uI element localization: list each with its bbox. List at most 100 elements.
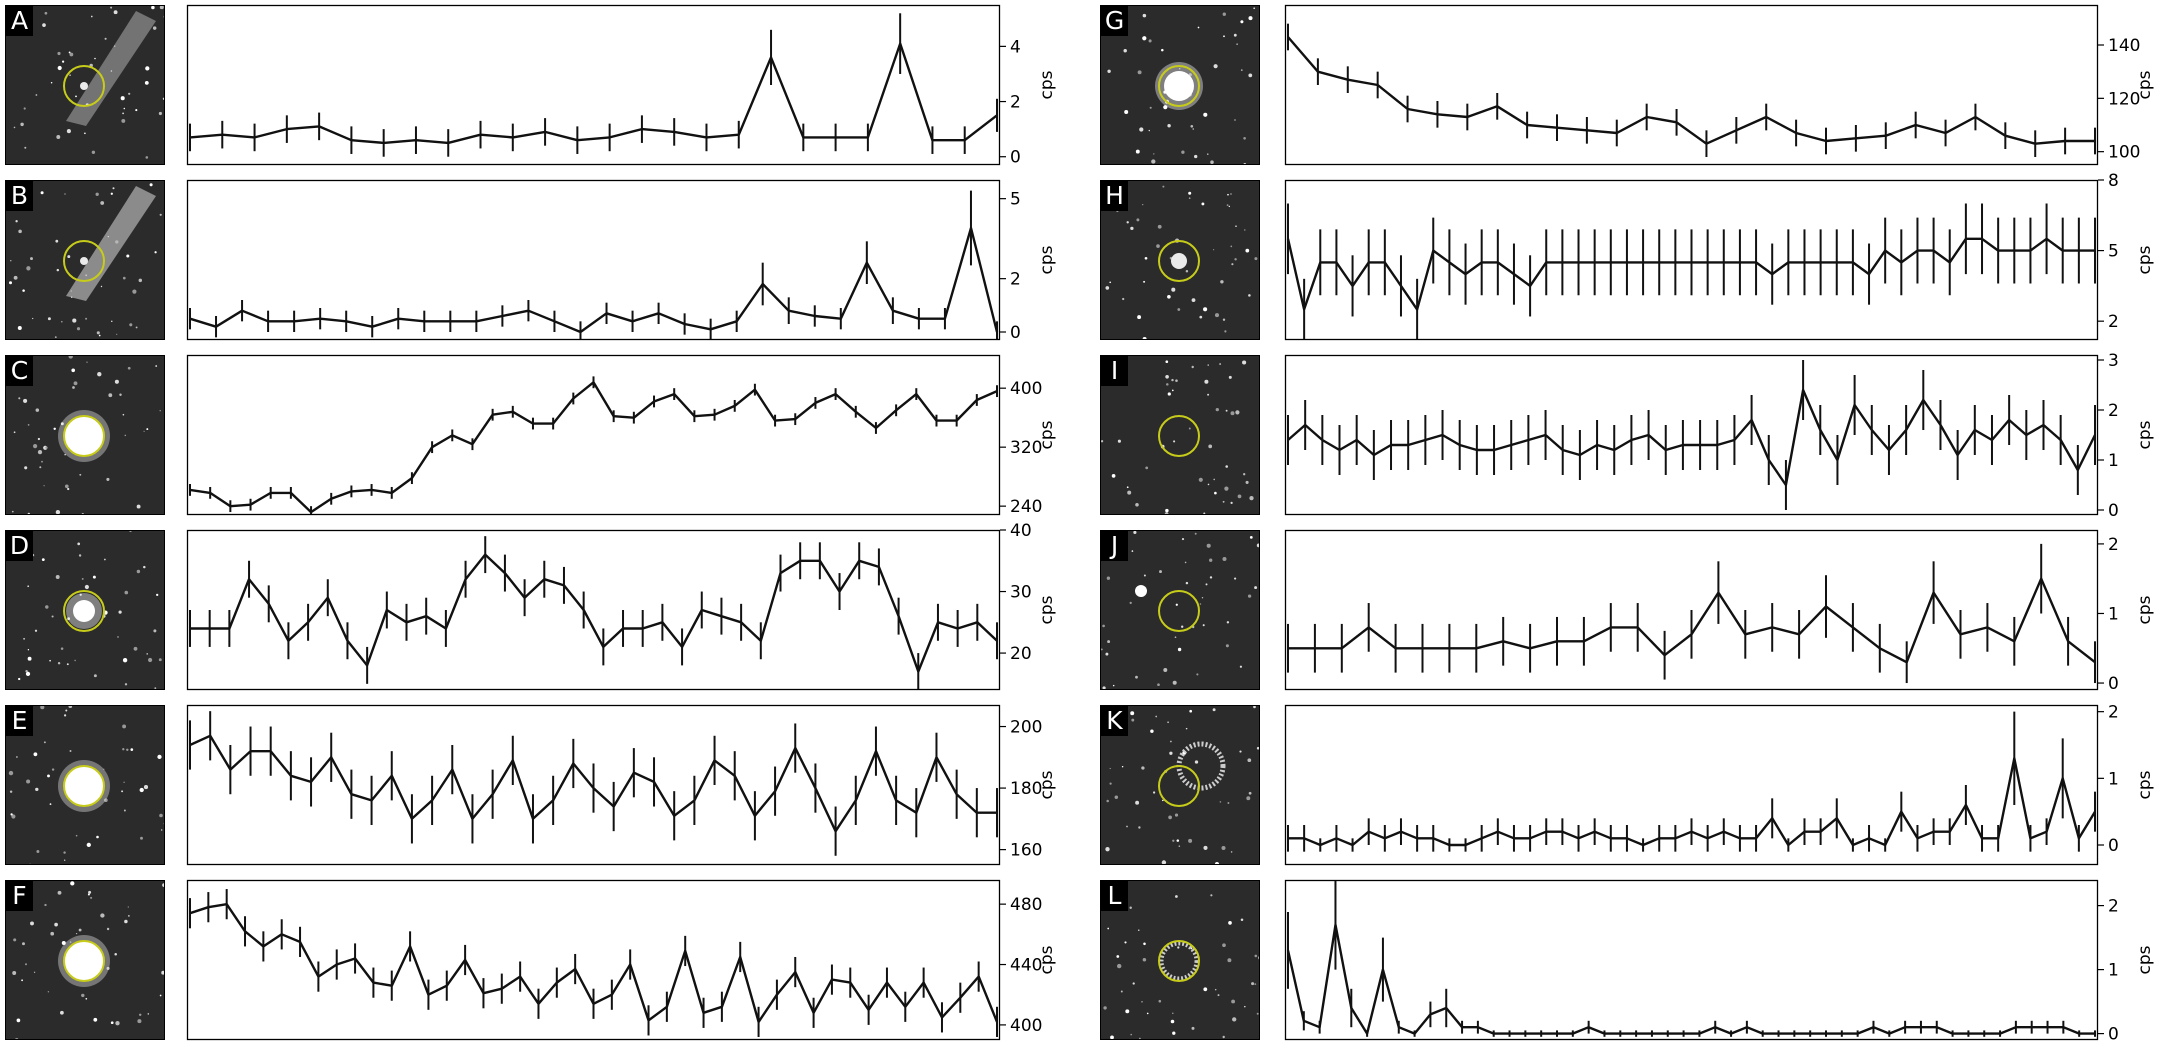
aperture-circle	[1158, 765, 1200, 807]
y-axis-label: cps	[2135, 420, 2155, 449]
y-tick-label: 2	[2108, 401, 2119, 421]
y-axis-label: cps	[2135, 595, 2155, 624]
panel-a-image: A	[5, 5, 165, 165]
aperture-circle	[63, 415, 105, 457]
y-tick-label: 180	[1010, 779, 1042, 799]
y-tick-label: 3	[2108, 351, 2119, 371]
plot-frame	[186, 704, 1001, 866]
y-tick-label: 160	[1010, 841, 1042, 861]
aperture-circle	[1158, 590, 1200, 632]
y-tick-label: 400	[1010, 1016, 1042, 1036]
y-axis-label: cps	[1037, 945, 1057, 974]
y-tick-label: 0	[1010, 323, 1021, 343]
panel-h-lightcurve: 2 5 8 cps	[1284, 171, 2155, 341]
panel-j-lightcurve: 0 1 2 cps	[1284, 529, 2155, 694]
plot-frame	[1284, 529, 2099, 691]
y-tick-label: 2	[2108, 535, 2119, 555]
y-tick-label: 20	[1010, 644, 1032, 664]
plot-frame	[186, 879, 1001, 1041]
y-tick-label: 440	[1010, 956, 1042, 976]
plot-frame	[186, 179, 1001, 341]
y-tick-label: 0	[1010, 148, 1021, 168]
y-tick-label: 2	[2108, 312, 2119, 332]
y-tick-label: 8	[2108, 171, 2119, 191]
y-tick-label: 100	[2108, 143, 2140, 163]
y-tick-label: 5	[1010, 190, 1021, 210]
panel-k-lightcurve: 0 1 2 cps	[1284, 703, 2155, 866]
series-line	[1286, 923, 2095, 1035]
y-tick-label: 2	[1010, 270, 1021, 290]
y-tick-label: 120	[2108, 89, 2140, 109]
y-tick-label: 5	[2108, 242, 2119, 262]
panel-label: C	[6, 356, 33, 386]
plot-frame	[1284, 354, 2099, 516]
panel-c-lightcurve: 240 320 400 cps	[186, 354, 1057, 517]
panel-h-image: H	[1100, 180, 1260, 340]
panel-b-lightcurve: 0 2 5 cps	[186, 179, 1057, 343]
aperture-circle	[1158, 65, 1200, 107]
panel-k-image: K	[1100, 705, 1260, 865]
panel-label: G	[1101, 6, 1128, 36]
y-axis-label: cps	[1037, 245, 1057, 274]
panel-a-lightcurve: 0 2 4 cps	[186, 4, 1057, 168]
y-axis-label: cps	[2135, 70, 2155, 99]
panel-f-lightcurve: 400 440 480 cps	[186, 879, 1057, 1041]
plot-frame	[1284, 704, 2099, 866]
panel-label: D	[6, 531, 33, 561]
y-tick-label: 2	[2108, 703, 2119, 723]
y-axis-label: cps	[1037, 770, 1057, 799]
panel-label: B	[6, 181, 33, 211]
panel-i-lightcurve: 0 1 2 3 cps	[1284, 351, 2155, 521]
y-tick-label: 40	[1010, 521, 1032, 541]
plot-frame	[186, 354, 1001, 516]
series-line	[1287, 36, 2095, 145]
panel-f-image: F	[5, 880, 165, 1040]
series-line	[190, 553, 998, 673]
aperture-circle	[63, 940, 105, 982]
panel-label: K	[1101, 706, 1128, 736]
y-tick-label: 0	[2108, 836, 2119, 856]
y-axis-label: cps	[2135, 945, 2155, 974]
series-line	[189, 226, 999, 334]
y-axis-label: cps	[1037, 420, 1057, 449]
panel-i-image: I	[1100, 355, 1260, 515]
y-tick-label: 1	[2108, 961, 2119, 981]
aperture-circle	[63, 765, 105, 807]
y-axis-label: cps	[1037, 70, 1057, 99]
y-tick-label: 4	[1010, 37, 1021, 57]
plot-frame	[1284, 879, 2099, 1041]
y-tick-label: 0	[2108, 674, 2119, 694]
panel-l-image: L	[1100, 880, 1260, 1040]
aperture-circle	[1158, 940, 1200, 982]
y-tick-label: 240	[1010, 497, 1042, 517]
aperture-circle	[63, 65, 105, 107]
panel-e-image: E	[5, 705, 165, 865]
y-axis-label: cps	[1037, 595, 1057, 624]
y-tick-label: 320	[1010, 438, 1042, 458]
series-line	[1287, 388, 2097, 487]
y-tick-label: 0	[2108, 1025, 2119, 1045]
y-tick-label: 2	[1010, 93, 1021, 113]
panel-label: A	[6, 6, 33, 36]
panel-c-image: C	[5, 355, 165, 515]
plot-frame	[1284, 179, 2099, 341]
y-axis-label: cps	[2135, 245, 2155, 274]
y-tick-label: 0	[2108, 501, 2119, 521]
plot-frame	[186, 4, 1001, 166]
panel-l-lightcurve: 0 1 2 cps	[1284, 879, 2155, 1045]
panel-label: L	[1101, 881, 1128, 911]
panel-e-lightcurve: 160 180 200 cps	[186, 704, 1057, 866]
panel-label: J	[1101, 531, 1128, 561]
series-line	[189, 381, 998, 514]
aperture-circle	[63, 240, 105, 282]
y-tick-label: 480	[1010, 895, 1042, 915]
y-tick-label: 30	[1010, 583, 1032, 603]
y-axis-label: cps	[2135, 770, 2155, 799]
panel-label: E	[6, 706, 33, 736]
panel-b-image: B	[5, 180, 165, 340]
panel-label: H	[1101, 181, 1128, 211]
series-line	[189, 42, 998, 145]
plot-frame	[1284, 4, 2099, 166]
y-tick-label: 1	[2108, 604, 2119, 624]
y-tick-label: 140	[2108, 36, 2140, 56]
